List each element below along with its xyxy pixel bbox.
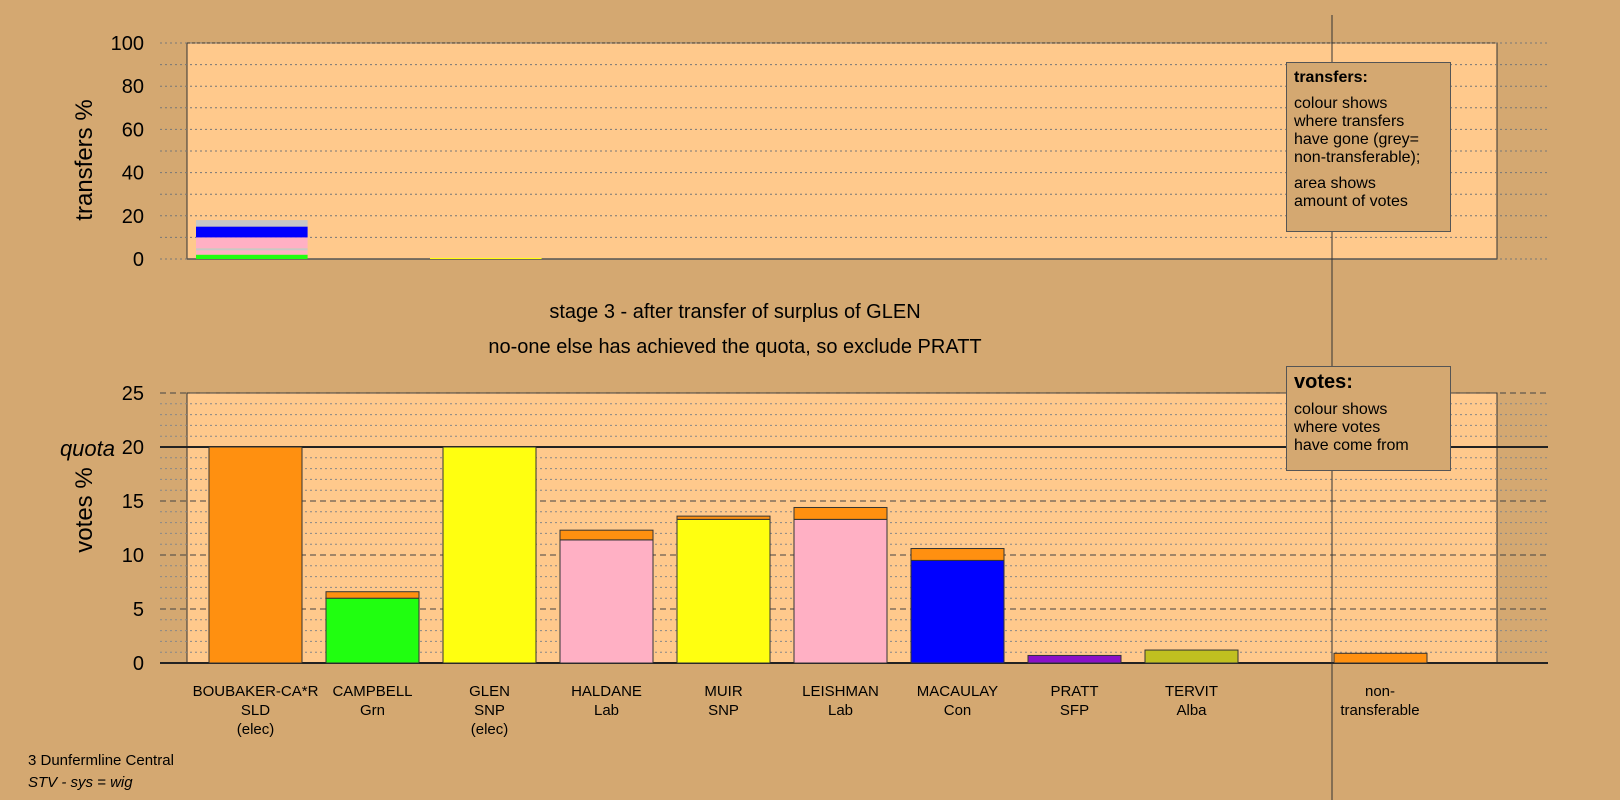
vote-bar-segment	[1144, 649, 1239, 664]
vote-bar-segment	[325, 591, 420, 599]
transfers-tick-label: 40	[122, 163, 144, 185]
transfer-bar-segment	[196, 220, 308, 227]
vote-bar-segment	[910, 559, 1005, 664]
transfer-bar-segment	[196, 254, 308, 259]
candidate-party: Grn	[360, 702, 385, 719]
transfers-panel: 0 20 40 60 80 100	[111, 33, 1548, 271]
ward-name: 3 Dunfermline Central	[28, 752, 174, 769]
transfers-tick-label: 80	[122, 76, 144, 98]
candidate-status: (elec)	[471, 721, 509, 738]
transfer-bar-segment	[430, 257, 542, 259]
votes-tick-label: 5	[133, 599, 144, 621]
transfers-tick-label: 100	[111, 33, 144, 55]
candidate-name: HALDANE	[571, 683, 642, 700]
stage-title: stage 3 - after transfer of surplus of G…	[549, 301, 920, 323]
vote-bar-segment	[208, 446, 303, 664]
candidate-party: SNP	[474, 702, 505, 719]
candidate-name: LEISHMAN	[802, 683, 879, 700]
candidate-name: MACAULAY	[917, 683, 998, 700]
votes-tick-label: 20	[122, 437, 144, 459]
candidate-party: SLD	[241, 702, 270, 719]
vote-bar-segment	[559, 529, 654, 541]
candidate-name: CAMPBELL	[332, 683, 412, 700]
transfers-legend-text-3: have gone (grey=	[1294, 131, 1419, 148]
vote-bar-segment	[559, 539, 654, 664]
transfer-bar-segment	[196, 250, 308, 255]
candidate-name: PRATT	[1050, 683, 1098, 700]
non-transferable-label: transferable	[1340, 702, 1419, 719]
votes-tick-label: 25	[122, 383, 144, 405]
system-name: STV - sys = wig	[28, 774, 133, 791]
vote-bar-segment	[793, 506, 888, 520]
transfer-bar-segment	[196, 237, 308, 249]
candidate-party: Lab	[594, 702, 619, 719]
transfer-bar-segment	[196, 226, 308, 238]
votes-legend: votes: colour shows where votes have com…	[1286, 366, 1451, 471]
votes-axis-label: votes %	[71, 467, 98, 552]
transfers-legend-text-6: amount of votes	[1294, 193, 1408, 210]
votes-tick-label: 15	[122, 491, 144, 513]
votes-panel: 0 5 10 15 20 25	[122, 383, 1548, 675]
votes-tick-label: 10	[122, 545, 144, 567]
candidate-status: (elec)	[237, 721, 275, 738]
votes-legend-text-3: have come from	[1294, 437, 1409, 454]
transfers-legend-text-5: area shows	[1294, 175, 1376, 192]
transfers-tick-label: 60	[122, 119, 144, 141]
vote-bar-segment	[910, 548, 1005, 561]
vote-bar-segment	[1027, 654, 1122, 664]
vote-bar-segment	[442, 446, 537, 664]
vote-bar-segment	[676, 515, 771, 520]
votes-legend-heading: votes:	[1294, 371, 1353, 393]
stage-subtitle: no-one else has achieved the quota, so e…	[488, 336, 981, 358]
transfers-legend-heading: transfers:	[1294, 69, 1368, 86]
transfers-axis-label: transfers %	[71, 99, 98, 220]
candidate-name: TERVIT	[1165, 683, 1218, 700]
candidate-party: Con	[944, 702, 972, 719]
vote-bar-segment	[325, 597, 420, 664]
votes-legend-text-1: colour shows	[1294, 401, 1388, 418]
quota-label: quota	[60, 436, 115, 461]
candidate-name: GLEN	[469, 683, 510, 700]
non-transferable-label: non-	[1365, 683, 1395, 700]
candidate-party: SFP	[1060, 702, 1089, 719]
transfers-tick-label: 20	[122, 206, 144, 228]
transfers-tick-label: 0	[133, 249, 144, 271]
transfers-legend: transfers: colour shows where transfers …	[1286, 62, 1451, 232]
candidate-labels: BOUBAKER-CA*R SLD (elec) CAMPBELL Grn GLEN SNP…	[193, 683, 1420, 738]
candidate-party: Alba	[1176, 702, 1207, 719]
votes-legend-text-2: where votes	[1294, 419, 1381, 436]
transfers-legend-text-4: non-transferable);	[1294, 149, 1421, 166]
votes-tick-label: 0	[133, 653, 144, 675]
candidate-name: MUIR	[704, 683, 742, 700]
non-transferable-bar	[1333, 652, 1428, 664]
transfer-bar-segment	[196, 248, 308, 251]
vote-bar-segment	[793, 518, 888, 664]
transfers-legend-text-1: colour shows	[1294, 95, 1388, 112]
transfers-legend-text-2: where transfers	[1294, 113, 1405, 130]
candidate-party: SNP	[708, 702, 739, 719]
candidate-name: BOUBAKER-CA*R	[193, 683, 319, 700]
candidate-party: Lab	[828, 702, 853, 719]
vote-bar-segment	[676, 518, 771, 664]
